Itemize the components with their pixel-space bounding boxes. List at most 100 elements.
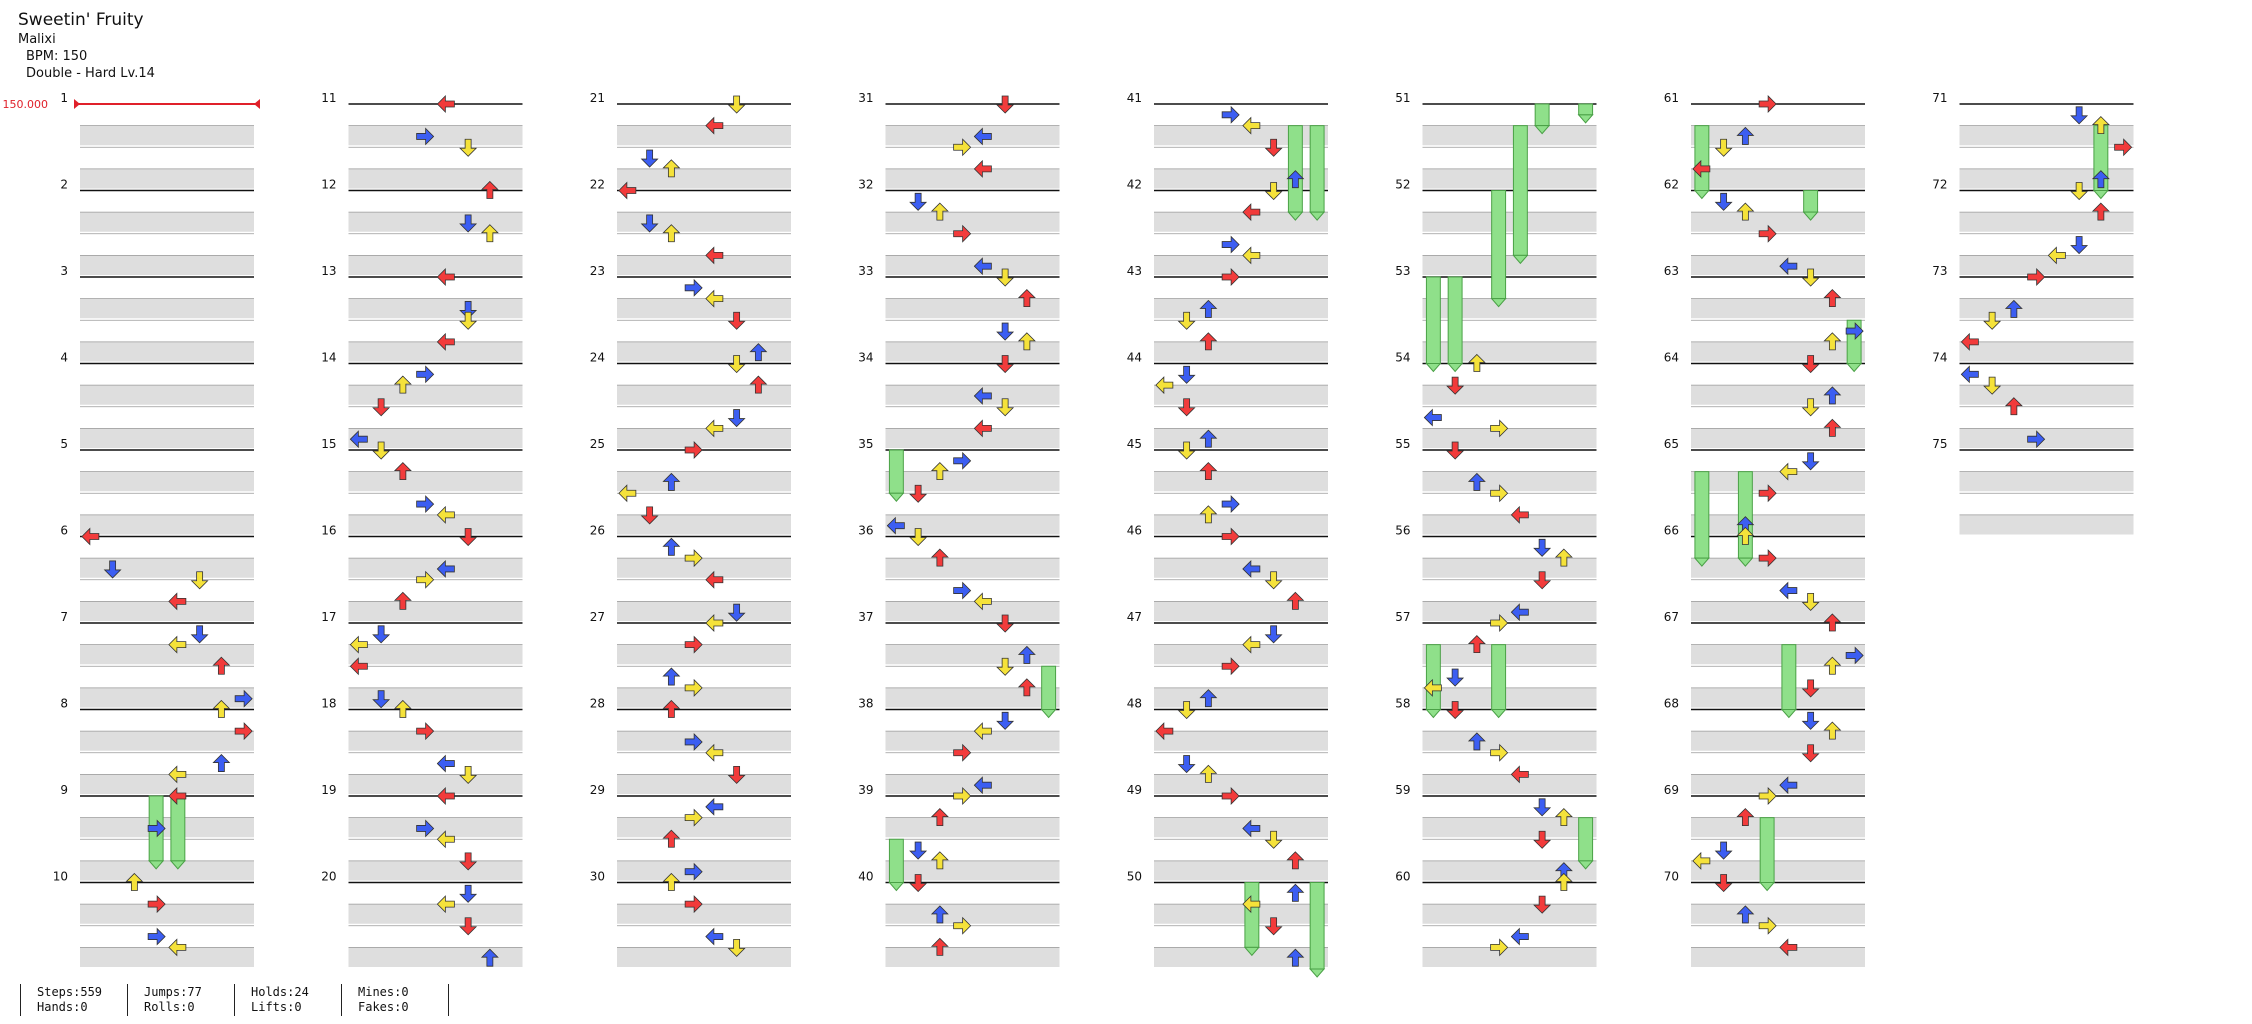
beat-band (617, 471, 791, 492)
beat-band (80, 514, 254, 535)
arrow-note (705, 419, 724, 438)
beat-band (885, 298, 1060, 319)
measure-number: 37 (858, 610, 873, 624)
arrow-note (662, 224, 681, 243)
arrow-note (973, 592, 992, 611)
measure-number: 66 (1664, 524, 1679, 538)
hold-body (1425, 276, 1441, 364)
measure-number: 73 (1932, 264, 1947, 278)
beat-band (1154, 471, 1328, 492)
hold-body (1578, 103, 1594, 116)
arrow-note (125, 872, 144, 891)
hold-body (1737, 471, 1753, 559)
measure-number: 15 (321, 437, 336, 451)
measure-number: 51 (1395, 91, 1410, 105)
arrow-note (1758, 549, 1777, 568)
measure-44: 44 (1127, 351, 1328, 448)
hold-note (1759, 817, 1776, 892)
arrow-note (953, 787, 972, 805)
arrow-note (1242, 635, 1261, 654)
arrow-note (1779, 462, 1798, 481)
measure-52: 52 (1395, 178, 1597, 275)
beat-band (1691, 212, 1865, 232)
hold-tail (1577, 114, 1594, 124)
arrow-note (1199, 462, 1218, 481)
measure-16: 16 (321, 524, 523, 621)
measure-number: 7 (60, 610, 68, 624)
beat-band (885, 471, 1060, 492)
arrow-note (2091, 116, 2110, 135)
arrow-note (1758, 484, 1777, 503)
beat-band (617, 298, 791, 319)
hold-note (1737, 471, 1754, 567)
arrow-note (996, 711, 1015, 730)
hold-tail (1447, 363, 1464, 373)
arrow-note (416, 495, 435, 514)
arrow-note (190, 571, 209, 590)
measure-number: 31 (858, 91, 873, 105)
beat-band (1154, 298, 1328, 319)
arrow-note (1242, 203, 1261, 222)
arrow-note (996, 322, 1015, 341)
stat-rolls: Rolls:0 (144, 1000, 195, 1014)
arrow-note (1490, 938, 1509, 957)
arrow-note (393, 699, 412, 718)
arrow-note (727, 765, 746, 784)
measure-11: 11 (321, 91, 523, 189)
arrow-note (1823, 656, 1842, 675)
beat-band (885, 428, 1060, 448)
hold-tail (1737, 557, 1754, 567)
beat-band (617, 774, 791, 794)
arrow-note (2027, 430, 2046, 449)
arrow-note (953, 916, 972, 935)
beat-band (617, 385, 791, 405)
measure-31: 31 (858, 91, 1060, 189)
arrow-note (1736, 202, 1755, 221)
beat-band (80, 212, 254, 232)
arrow-note (953, 743, 972, 762)
arrow-note (973, 127, 992, 146)
hold-tail (1309, 968, 1326, 978)
measure-69: 69 (1664, 783, 1865, 881)
arrow-note (372, 441, 391, 460)
arrow-note (705, 614, 724, 632)
measure-1: 1 (60, 91, 254, 189)
arrow-note (1286, 948, 1305, 967)
measure-19: 19 (321, 783, 523, 881)
beat-band (80, 731, 254, 751)
beat-band (348, 212, 523, 232)
arrow-note (727, 311, 746, 330)
arrow-note (684, 732, 703, 751)
measure-70: 70 (1664, 870, 1865, 967)
beat-band (1959, 428, 2134, 448)
arrow-note (1801, 711, 1820, 730)
arrow-note (2004, 397, 2023, 416)
arrow-note (1017, 645, 1036, 664)
measure-24: 24 (590, 351, 791, 448)
beat-band (1691, 644, 1865, 665)
measure-72: 72 (1932, 178, 2134, 275)
arrow-note (1446, 701, 1465, 720)
measure-51: 51 (1395, 91, 1597, 189)
arrow-note (973, 419, 992, 438)
arrow-note (1242, 559, 1261, 578)
hold-note (1693, 471, 1710, 567)
beat-band (80, 385, 254, 405)
arrow-note (459, 917, 478, 936)
beat-band (617, 558, 791, 578)
measure-number: 49 (1127, 783, 1142, 797)
arrow-note (393, 462, 412, 481)
measure-67: 67 (1664, 610, 1865, 708)
beat-band (1422, 687, 1597, 708)
bpm-label: BPM: 150 (26, 49, 88, 64)
beat-band (1154, 514, 1328, 535)
beat-band (885, 687, 1060, 708)
hold-tail (1490, 298, 1507, 308)
beat-band (617, 341, 791, 362)
measure-number: 36 (858, 524, 873, 538)
beat-band (617, 687, 791, 708)
measure-number: 67 (1664, 610, 1679, 624)
hold-tail (1490, 709, 1507, 719)
stats-bar: Steps:559 Hands:0 Jumps:77 Rolls:0 Holds… (20, 984, 449, 1016)
beat-band (80, 298, 254, 319)
